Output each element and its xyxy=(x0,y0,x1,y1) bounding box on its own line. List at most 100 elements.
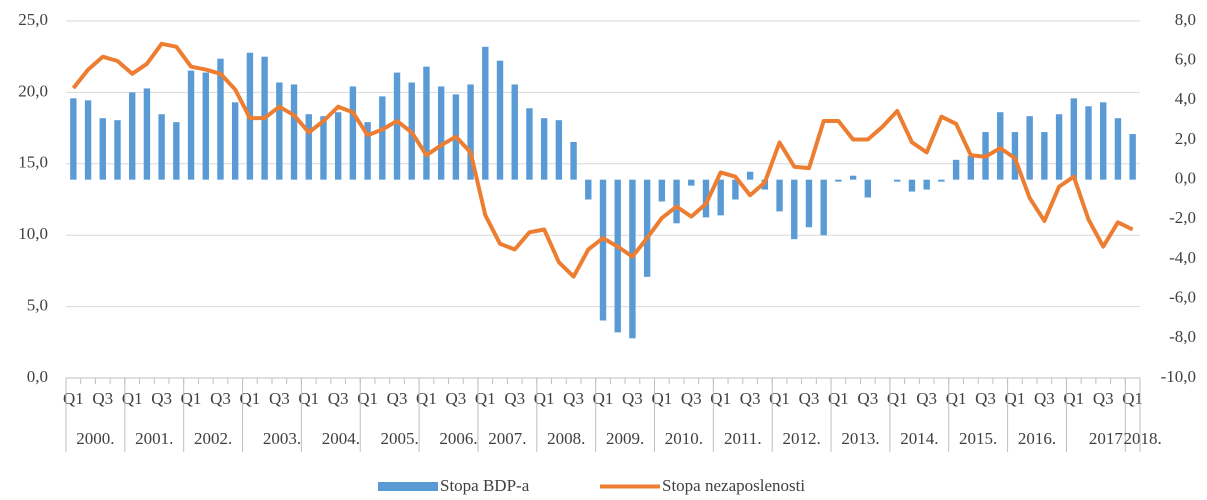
bar xyxy=(482,46,489,180)
bar xyxy=(1055,114,1063,180)
y-tick-label: 25,0 xyxy=(18,10,48,29)
bar xyxy=(393,72,401,180)
x-tick-label: Q1 xyxy=(240,389,261,408)
x-tick-label: Q3 xyxy=(622,389,643,408)
bar xyxy=(791,179,798,240)
bar xyxy=(849,175,857,180)
year-label: 2009. xyxy=(606,429,644,448)
x-tick-label: Q1 xyxy=(593,389,614,408)
x-tick-label: Q3 xyxy=(328,389,349,408)
year-label: 2002. xyxy=(194,429,232,448)
bar xyxy=(526,108,533,180)
x-tick-label: Q3 xyxy=(92,389,113,408)
x-tick-label: Q3 xyxy=(1034,389,1055,408)
bar xyxy=(658,179,666,202)
bar xyxy=(555,120,563,180)
year-label: 2014. xyxy=(900,429,938,448)
bar xyxy=(1100,102,1107,180)
bar xyxy=(717,179,724,216)
x-tick-label: Q3 xyxy=(916,389,937,408)
bar xyxy=(187,70,195,180)
y2-tick-label: -8,0 xyxy=(1169,327,1196,346)
year-label: 2010. xyxy=(665,429,703,448)
x-tick-label: Q1 xyxy=(1005,389,1026,408)
bar xyxy=(952,159,960,180)
x-tick-label: Q3 xyxy=(681,389,702,408)
x-tick-label: Q1 xyxy=(416,389,437,408)
y-tick-label: 10,0 xyxy=(18,224,48,243)
year-label: 2006. xyxy=(439,429,477,448)
bar xyxy=(129,92,136,180)
bar xyxy=(202,72,209,180)
y2-tick-label: 0,0 xyxy=(1175,169,1196,188)
bar xyxy=(99,118,106,180)
bar xyxy=(923,179,930,190)
x-tick-label: Q1 xyxy=(122,389,143,408)
year-label: 2003. xyxy=(263,429,301,448)
bar xyxy=(688,179,695,186)
bar xyxy=(1129,134,1136,180)
y2-tick-label: -6,0 xyxy=(1169,288,1196,307)
bar xyxy=(835,179,842,182)
year-label: 2012. xyxy=(782,429,820,448)
y2-tick-label: -4,0 xyxy=(1169,248,1196,267)
bar xyxy=(746,171,754,180)
bar xyxy=(158,114,165,180)
bar xyxy=(820,179,827,236)
x-tick-label: Q3 xyxy=(445,389,466,408)
bar xyxy=(437,86,445,180)
y2-tick-label: -2,0 xyxy=(1169,208,1196,227)
x-tick-label: Q1 xyxy=(475,389,496,408)
y-tick-label: 20,0 xyxy=(18,81,48,100)
year-label: 2000. xyxy=(76,429,114,448)
y2-tick-label: -10,0 xyxy=(1161,367,1196,386)
bar xyxy=(570,141,577,180)
bar xyxy=(84,100,92,180)
year-label: 2017 xyxy=(1089,429,1124,448)
bar xyxy=(496,60,504,180)
year-label: 2011. xyxy=(724,429,762,448)
y-tick-label: 5,0 xyxy=(27,296,48,315)
x-tick-label: Q3 xyxy=(1093,389,1114,408)
legend-label: Stopa BDP-a xyxy=(440,476,530,495)
bar xyxy=(364,122,371,180)
bar xyxy=(1026,116,1033,180)
year-label: 2005. xyxy=(381,429,419,448)
bar xyxy=(334,112,342,180)
bar xyxy=(276,82,283,180)
bar xyxy=(540,118,548,180)
x-tick-label: Q3 xyxy=(210,389,231,408)
bar xyxy=(702,179,710,218)
year-label: 2016. xyxy=(1018,429,1056,448)
bar xyxy=(997,112,1004,180)
x-tick-label: Q1 xyxy=(828,389,849,408)
year-label: 2007. xyxy=(488,429,526,448)
bar xyxy=(967,155,975,180)
year-label: 2001. xyxy=(135,429,173,448)
x-tick-label: Q1 xyxy=(769,389,790,408)
bar xyxy=(732,179,739,200)
bar xyxy=(70,98,77,180)
x-tick-label: Q1 xyxy=(710,389,731,408)
bar xyxy=(305,114,312,180)
bar xyxy=(423,66,430,180)
x-tick-label: Q3 xyxy=(504,389,525,408)
y-tick-label: 0,0 xyxy=(27,367,48,386)
bar xyxy=(894,179,901,182)
y2-tick-label: 4,0 xyxy=(1175,89,1196,108)
x-tick-label: Q1 xyxy=(181,389,202,408)
x-tick-label: Q3 xyxy=(799,389,820,408)
bar xyxy=(585,179,592,200)
bar xyxy=(1114,118,1122,180)
bar xyxy=(320,116,327,180)
x-tick-label: Q1 xyxy=(651,389,672,408)
y-tick-label: 15,0 xyxy=(18,153,48,172)
bar xyxy=(1085,106,1092,180)
bar xyxy=(643,179,651,277)
year-label: 2015. xyxy=(959,429,997,448)
bar xyxy=(290,84,298,180)
bar xyxy=(673,179,680,224)
bar xyxy=(938,179,945,182)
x-tick-label: Q1 xyxy=(946,389,967,408)
